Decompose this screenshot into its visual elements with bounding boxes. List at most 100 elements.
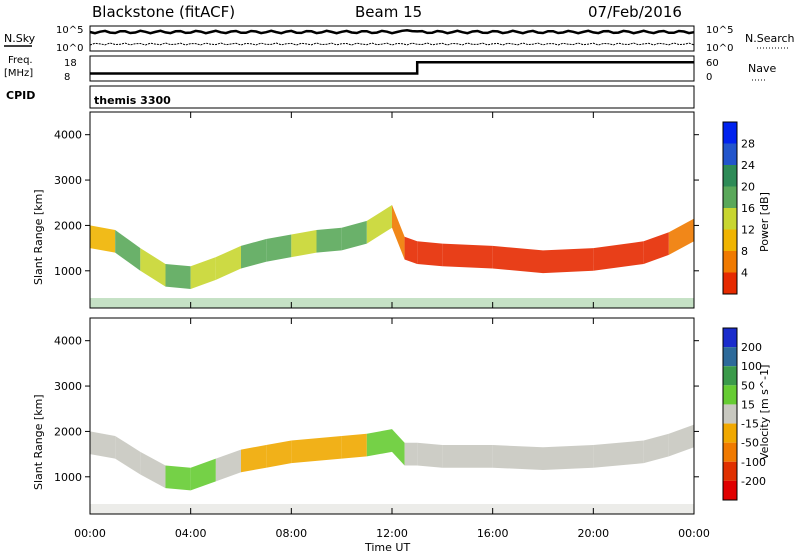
velocity-colorbar-cell xyxy=(723,480,737,500)
power-colorbar-tick: 8 xyxy=(741,245,748,258)
power-band-segment xyxy=(404,236,418,264)
power-band-segment xyxy=(215,245,241,280)
power-band-segment xyxy=(341,220,367,251)
time-axis: 00:00 04:00 08:00 12:00 16:00 20:00 00:00 xyxy=(74,112,710,540)
time-tick-label: 20:00 xyxy=(577,527,609,540)
velocity-colorbar-tick: -200 xyxy=(741,475,766,488)
velocity-band-segment xyxy=(492,445,543,470)
power-band-segment xyxy=(668,218,694,255)
freq-label: Freq. xyxy=(8,55,33,66)
power-colorbar: 28 24 20 16 12 8 4 xyxy=(722,121,755,295)
velocity-band-segment xyxy=(442,445,493,468)
freq-panel-frame xyxy=(89,55,695,82)
power-range-tick-label: 2000 xyxy=(54,219,82,232)
nave-label: Nave xyxy=(748,62,776,75)
time-tick-label: 00:00 xyxy=(74,527,106,540)
velocity-band-segment xyxy=(215,449,241,482)
noise-search-trace xyxy=(89,42,695,46)
power-band-segment xyxy=(643,232,669,264)
velocity-colorbar-cell xyxy=(723,404,737,424)
power-band-segment xyxy=(266,234,292,262)
velocity-colorbar-tick: -50 xyxy=(741,437,759,450)
power-band-segment xyxy=(392,205,405,260)
power-colorbar-cell xyxy=(723,251,737,273)
velocity-colorbar-tick: 100 xyxy=(741,360,762,373)
power-colorbar-tick: 28 xyxy=(741,138,755,151)
velocity-range-tick-label: 3000 xyxy=(54,380,82,393)
power-colorbar-frame xyxy=(722,121,738,295)
velocity-colorbar-cell xyxy=(723,442,737,462)
velocity-band-segment xyxy=(593,440,644,468)
power-band-segment xyxy=(593,241,644,271)
power-colorbar-cell xyxy=(723,208,737,230)
noise-sky-trace xyxy=(89,29,695,35)
cpid-value: themis 3300 xyxy=(94,94,171,107)
velocity-colorbar-cell xyxy=(723,385,737,405)
velocity-colorbar-cell xyxy=(723,461,737,481)
velocity-colorbar-tick: 50 xyxy=(741,379,755,392)
freq-tick-bottom: 8 xyxy=(64,72,70,83)
freq-tick-top: 18 xyxy=(64,58,77,69)
power-range-tick-label: 4000 xyxy=(54,129,82,142)
velocity-band-segment xyxy=(316,435,342,461)
noise-left-label: N.Sky xyxy=(4,32,36,45)
velocity-band-segment xyxy=(241,445,267,473)
velocity-band-segment xyxy=(291,438,317,464)
power-band-segment xyxy=(442,243,493,269)
cpid-panel-frame xyxy=(89,85,695,109)
station-title: Blackstone (fitACF) xyxy=(92,3,235,21)
power-colorbar-tick: 4 xyxy=(741,267,748,280)
time-tick-label: 12:00 xyxy=(376,527,408,540)
time-tick-label: 04:00 xyxy=(175,527,207,540)
power-colorbar-cell xyxy=(723,186,737,208)
velocity-band-segment xyxy=(190,458,216,491)
power-range-tick-label: 1000 xyxy=(54,265,82,278)
velocity-panel: 4000 3000 2000 1000 Slant Range [km] 200 100… xyxy=(32,317,771,515)
noise-left-tick-top: 10^5 xyxy=(56,25,83,36)
nave-tick-bottom: 0 xyxy=(706,72,712,83)
power-band-segment xyxy=(417,241,443,267)
velocity-range-axis: 4000 3000 2000 1000 xyxy=(54,335,699,484)
noise-left-tick-bottom: 10^0 xyxy=(56,43,83,54)
velocity-colorbar-cell xyxy=(723,366,737,386)
power-band-segment xyxy=(316,227,342,253)
velocity-band-segment xyxy=(90,431,116,459)
power-band-segment xyxy=(115,229,141,271)
power-colorbar-tick: 16 xyxy=(741,202,755,215)
time-tick-label: 16:00 xyxy=(477,527,509,540)
freq-trace xyxy=(90,61,694,75)
cpid-panel: CPID themis 3300 xyxy=(6,85,695,109)
velocity-colorbar-tick: 15 xyxy=(741,398,755,411)
velocity-band-segment xyxy=(165,465,191,491)
velocity-band-segment xyxy=(115,435,141,475)
velocity-colorbar-tick: -100 xyxy=(741,456,766,469)
power-colorbar-cell xyxy=(723,165,737,187)
velocity-ylabel: Slant Range [km] xyxy=(32,394,45,490)
power-band-segment xyxy=(366,205,392,244)
power-colorbar-tick: 12 xyxy=(741,224,755,237)
power-range-axis: 4000 3000 2000 1000 xyxy=(54,129,699,278)
noise-traces xyxy=(89,29,695,46)
velocity-band-segment xyxy=(417,442,443,468)
power-range-tick-label: 3000 xyxy=(54,174,82,187)
time-xlabel: Time UT xyxy=(364,541,410,554)
noise-right-tick-bottom: 10^0 xyxy=(706,43,733,54)
power-colorbar-cell xyxy=(723,229,737,251)
velocity-colorbar-label: Velocity [m s^-1] xyxy=(758,365,771,460)
velocity-colorbar-cell xyxy=(723,423,737,443)
velocity-colorbar-frame xyxy=(722,327,738,501)
date-title: 07/Feb/2016 xyxy=(588,3,682,21)
noise-right-label: N.Search xyxy=(745,32,795,45)
beam-title: Beam 15 xyxy=(355,3,422,21)
velocity-range-tick-label: 1000 xyxy=(54,471,82,484)
power-band-segment xyxy=(241,239,267,269)
power-band-segment xyxy=(90,225,116,253)
velocity-colorbar: 200 100 50 15 -15 -50 -100 -200 xyxy=(722,327,766,501)
velocity-band-segment xyxy=(543,445,594,470)
freq-unit-label: [MHz] xyxy=(4,68,33,79)
power-band-segment xyxy=(140,248,166,287)
noise-panel-frame xyxy=(89,25,695,52)
cpid-label: CPID xyxy=(6,89,35,102)
power-band-segment xyxy=(190,257,216,289)
velocity-band-segment xyxy=(643,433,669,464)
